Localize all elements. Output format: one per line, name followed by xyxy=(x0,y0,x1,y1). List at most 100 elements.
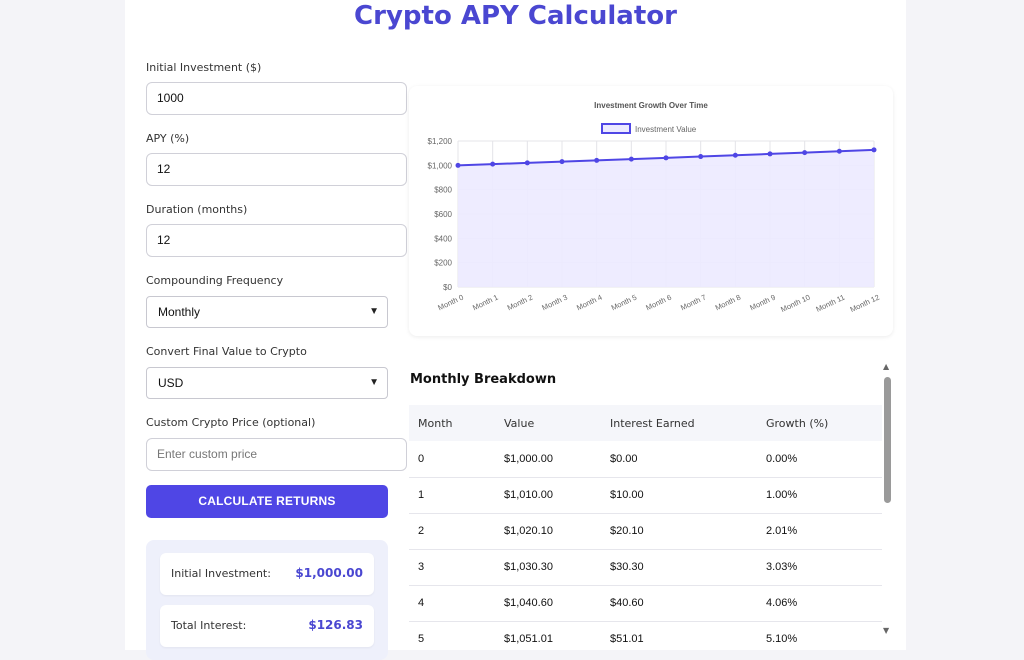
y-tick-label: $800 xyxy=(434,186,452,195)
table-cell: 5 xyxy=(409,621,495,650)
table-row: 2 $1,020.10 $20.10 2.01% xyxy=(409,513,882,550)
table-cell: $51.01 xyxy=(601,621,757,650)
table-row: 5 $1,051.01 $51.01 5.10% xyxy=(409,621,882,650)
data-point xyxy=(594,157,600,163)
table-cell: $20.10 xyxy=(601,513,757,550)
column-header: Interest Earned xyxy=(601,405,757,441)
table-cell: $1,030.30 xyxy=(495,549,601,586)
compounding-frequency-select[interactable]: Monthly ▼ xyxy=(146,296,388,328)
data-point xyxy=(559,159,565,165)
x-tick-label: Month 0 xyxy=(436,293,464,313)
scroll-down-icon[interactable]: ▼ xyxy=(883,626,890,635)
convert-crypto-label: Convert Final Value to Crypto xyxy=(146,345,307,358)
x-tick-label: Month 6 xyxy=(644,293,672,313)
breakdown-scrollbar[interactable]: ▲ ▼ xyxy=(882,362,894,640)
table-cell: 0.00% xyxy=(757,441,882,478)
data-point xyxy=(732,152,738,158)
summary-row: Total Interest: $126.83 xyxy=(160,605,374,647)
data-point xyxy=(663,155,669,161)
column-header: Value xyxy=(495,405,601,441)
x-tick-label: Month 5 xyxy=(610,293,638,313)
custom-price-label: Custom Crypto Price (optional) xyxy=(146,416,316,429)
table-cell: $1,051.01 xyxy=(495,621,601,650)
duration-input[interactable]: 12 xyxy=(146,224,407,257)
scroll-up-icon[interactable]: ▲ xyxy=(883,362,890,371)
x-tick-label: Month 1 xyxy=(471,293,499,313)
growth-chart: Investment Growth Over Time Investment Va… xyxy=(428,101,881,314)
data-point xyxy=(802,150,808,156)
duration-label: Duration (months) xyxy=(146,203,248,216)
y-tick-label: $200 xyxy=(434,259,452,268)
x-tick-label: Month 10 xyxy=(779,293,811,314)
y-tick-label: $1,200 xyxy=(428,137,453,146)
data-point xyxy=(836,148,842,154)
initial-investment-input[interactable]: 1000 xyxy=(146,82,407,115)
table-cell: $1,040.60 xyxy=(495,585,601,622)
apy-input[interactable]: 12 xyxy=(146,153,407,186)
results-summary: Initial Investment: $1,000.00 Total Inte… xyxy=(146,540,388,660)
x-tick-label: Month 7 xyxy=(679,293,707,313)
data-point xyxy=(767,151,773,157)
data-point xyxy=(698,154,704,160)
chevron-down-icon: ▼ xyxy=(369,377,379,388)
table-cell: $0.00 xyxy=(601,441,757,478)
scrollbar-thumb[interactable] xyxy=(884,377,891,503)
x-tick-label: Month 12 xyxy=(849,293,881,314)
breakdown-table: Month Value Interest Earned Growth (%) 0… xyxy=(409,405,882,650)
table-cell: 1 xyxy=(409,477,495,514)
table-cell: 5.10% xyxy=(757,621,882,650)
chart-title: Investment Growth Over Time xyxy=(594,101,708,110)
table-cell: 2.01% xyxy=(757,513,882,550)
data-point xyxy=(871,147,877,153)
table-cell: $40.60 xyxy=(601,585,757,622)
column-header: Month xyxy=(409,405,495,441)
summary-value: $1,000.00 xyxy=(295,566,363,580)
convert-crypto-select[interactable]: USD ▼ xyxy=(146,367,388,399)
data-point xyxy=(490,161,496,167)
summary-row: Initial Investment: $1,000.00 xyxy=(160,553,374,595)
table-row: 4 $1,040.60 $40.60 4.06% xyxy=(409,585,882,622)
initial-investment-label: Initial Investment ($) xyxy=(146,61,262,74)
table-cell: 2 xyxy=(409,513,495,550)
summary-key: Total Interest: xyxy=(171,619,247,632)
page-title: Crypto APY Calculator xyxy=(354,1,677,31)
x-tick-label: Month 3 xyxy=(540,293,568,313)
legend-label: Investment Value xyxy=(635,125,697,134)
x-tick-label: Month 9 xyxy=(748,293,776,313)
y-tick-label: $1,000 xyxy=(428,161,453,170)
table-cell: 0 xyxy=(409,441,495,478)
breakdown-table-container: Month Value Interest Earned Growth (%) 0… xyxy=(409,405,882,650)
table-cell: 3.03% xyxy=(757,549,882,586)
summary-value: $126.83 xyxy=(308,618,363,632)
summary-key: Initial Investment: xyxy=(171,567,271,580)
data-point xyxy=(524,160,530,166)
compounding-frequency-label: Compounding Frequency xyxy=(146,274,284,287)
table-row: 1 $1,010.00 $10.00 1.00% xyxy=(409,477,882,514)
x-tick-label: Month 11 xyxy=(815,293,847,314)
x-tick-label: Month 2 xyxy=(506,293,534,313)
table-cell: 1.00% xyxy=(757,477,882,514)
data-point xyxy=(455,162,461,168)
legend-swatch xyxy=(601,123,631,134)
calculator-page: Crypto APY Calculator Initial Investment… xyxy=(125,0,906,660)
y-tick-label: $0 xyxy=(443,283,452,292)
table-row: 3 $1,030.30 $30.30 3.03% xyxy=(409,549,882,586)
apy-label: APY (%) xyxy=(146,132,190,145)
y-tick-label: $400 xyxy=(434,234,452,243)
chevron-down-icon: ▼ xyxy=(369,306,379,317)
table-cell: $30.30 xyxy=(601,549,757,586)
custom-price-input[interactable]: Enter custom price xyxy=(146,438,407,471)
x-tick-label: Month 8 xyxy=(714,293,742,313)
table-cell: $10.00 xyxy=(601,477,757,514)
table-cell: 3 xyxy=(409,549,495,586)
table-cell: $1,020.10 xyxy=(495,513,601,550)
monthly-breakdown-heading: Monthly Breakdown xyxy=(410,372,557,387)
y-tick-label: $600 xyxy=(434,210,452,219)
calculate-returns-button[interactable]: CALCULATE RETURNS xyxy=(146,485,388,518)
table-cell: $1,010.00 xyxy=(495,477,601,514)
compounding-frequency-value: Monthly xyxy=(158,305,201,319)
table-header-row: Month Value Interest Earned Growth (%) xyxy=(409,405,882,441)
table-row: 0 $1,000.00 $0.00 0.00% xyxy=(409,441,882,478)
data-point xyxy=(628,156,634,162)
table-cell: 4.06% xyxy=(757,585,882,622)
